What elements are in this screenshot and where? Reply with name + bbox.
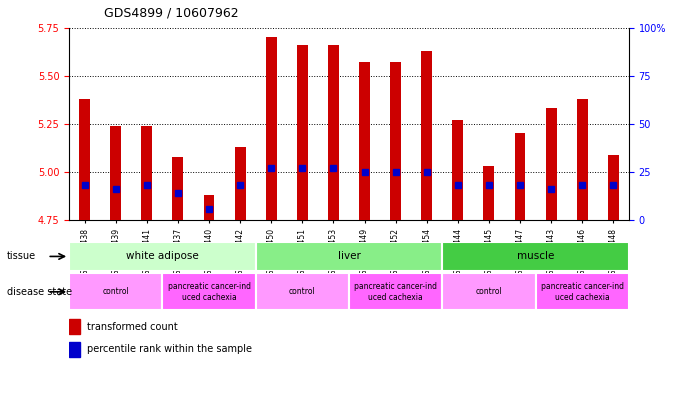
Bar xyxy=(297,45,307,220)
Bar xyxy=(111,126,121,220)
Bar xyxy=(608,154,618,220)
Text: disease state: disease state xyxy=(7,287,72,297)
Text: liver: liver xyxy=(337,252,361,261)
Bar xyxy=(442,273,536,310)
Text: control: control xyxy=(475,287,502,296)
Text: muscle: muscle xyxy=(517,252,554,261)
Bar xyxy=(235,147,245,220)
Bar xyxy=(79,99,90,220)
Bar xyxy=(422,51,432,220)
Bar xyxy=(69,273,162,310)
Bar xyxy=(173,156,183,220)
Text: percentile rank within the sample: percentile rank within the sample xyxy=(87,344,252,354)
Bar xyxy=(142,126,152,220)
Bar xyxy=(453,120,463,220)
Bar xyxy=(204,195,214,220)
Bar xyxy=(256,273,349,310)
Text: white adipose: white adipose xyxy=(126,252,199,261)
Text: control: control xyxy=(289,287,316,296)
Bar xyxy=(390,62,401,220)
Text: transformed count: transformed count xyxy=(87,321,178,332)
Bar xyxy=(546,108,556,220)
Text: GDS4899 / 10607962: GDS4899 / 10607962 xyxy=(104,7,238,20)
Bar xyxy=(69,242,256,271)
Bar xyxy=(266,37,276,220)
Text: pancreatic cancer-ind
uced cachexia: pancreatic cancer-ind uced cachexia xyxy=(354,282,437,301)
Text: pancreatic cancer-ind
uced cachexia: pancreatic cancer-ind uced cachexia xyxy=(540,282,624,301)
Text: tissue: tissue xyxy=(7,252,36,261)
Bar xyxy=(442,242,629,271)
Bar xyxy=(349,273,442,310)
Bar xyxy=(162,273,256,310)
Bar xyxy=(577,99,587,220)
Bar xyxy=(69,319,80,334)
Bar xyxy=(359,62,370,220)
Bar xyxy=(256,242,442,271)
Bar xyxy=(515,133,525,220)
Bar xyxy=(484,166,494,220)
Text: control: control xyxy=(102,287,129,296)
Text: pancreatic cancer-ind
uced cachexia: pancreatic cancer-ind uced cachexia xyxy=(167,282,251,301)
Bar xyxy=(536,273,629,310)
Bar xyxy=(328,45,339,220)
Bar xyxy=(69,342,80,357)
